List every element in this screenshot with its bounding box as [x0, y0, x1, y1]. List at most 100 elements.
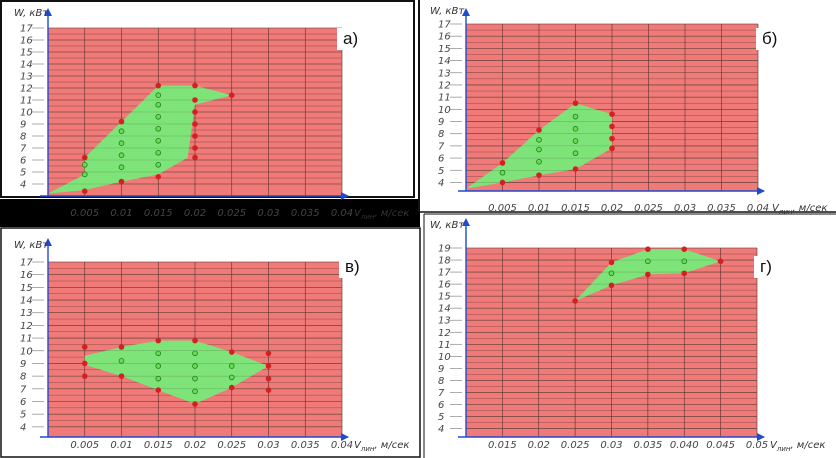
boundary-point: [81, 373, 88, 379]
boundary-point: [118, 373, 125, 379]
inner-point: [536, 137, 542, 143]
inner-point: [572, 150, 579, 157]
boundary-point: [81, 188, 88, 194]
x-axis-arrow-icon: [341, 192, 349, 200]
y-tick-label: 13: [20, 72, 33, 83]
y-tick-label: 4: [438, 178, 444, 189]
x-axis-title-main: V: [770, 440, 778, 451]
y-tick-label: 17: [20, 258, 33, 269]
x-axis-title-sub: лин: [360, 445, 375, 453]
panel-label-bg: [339, 256, 369, 278]
x-tick-label: 0.035: [291, 208, 320, 219]
y-tick-label: 15: [438, 292, 451, 303]
y-tick-label: 9: [20, 359, 26, 370]
y-axis-title: W, кВт: [430, 220, 465, 231]
x-axis-title-sub: лин: [360, 213, 375, 221]
inner-point: [155, 375, 162, 382]
boundary-point: [681, 270, 688, 277]
x-tick-label: 0.015: [144, 440, 173, 451]
inner-point: [192, 363, 198, 369]
y-tick-label: 10: [438, 105, 451, 116]
inner-point: [155, 126, 162, 132]
inner-point: [608, 270, 615, 277]
x-tick-label: 0.025: [561, 440, 590, 451]
x-tick-label: 0.04: [331, 440, 353, 451]
x-tick-label: 0.035: [634, 440, 663, 451]
y-tick-label: 12: [438, 80, 451, 91]
panel-label: б): [762, 29, 777, 48]
y-tick-label: 7: [20, 144, 27, 155]
inner-point: [499, 169, 506, 176]
x-tick-label: 0.005: [488, 203, 517, 214]
boundary-point: [499, 160, 506, 166]
boundary-point: [572, 166, 579, 172]
inner-point: [155, 138, 162, 144]
boundary-point: [155, 82, 162, 89]
panel-label-bg: [756, 28, 786, 50]
y-tick-label: 16: [20, 36, 33, 47]
y-tick-label: 18: [438, 256, 451, 267]
y-tick-label: 15: [20, 283, 33, 294]
x-axis-title: Vлин, м/сек: [354, 440, 409, 453]
inner-point: [155, 114, 162, 120]
separator-bar: [0, 199, 420, 227]
y-tick-label: 7: [438, 141, 445, 152]
inner-point: [192, 375, 198, 382]
y-tick-label: 13: [438, 316, 451, 327]
inner-point: [681, 258, 688, 265]
y-tick-label: 10: [438, 352, 451, 363]
x-axis-arrow-icon: [757, 187, 765, 195]
boundary-point: [536, 127, 542, 133]
inner-point: [118, 128, 125, 135]
y-tick-label: 14: [20, 60, 33, 71]
panel-label-bg: [754, 256, 784, 278]
x-tick-label: 0.02: [528, 440, 550, 451]
inner-point: [155, 350, 162, 357]
y-tick-label: 4: [20, 422, 26, 433]
x-tick-label: 0.04: [747, 203, 769, 214]
y-tick-label: 6: [20, 156, 26, 167]
y-tick-label: 14: [438, 56, 451, 67]
boundary-point: [608, 259, 615, 266]
x-tick-label: 0.035: [291, 440, 320, 451]
x-tick-label: 0.005: [70, 208, 99, 219]
boundary-point: [192, 337, 198, 344]
y-tick-label: 13: [20, 308, 33, 319]
y-tick-label: 17: [20, 24, 33, 35]
boundary-point: [155, 337, 162, 344]
y-tick-label: 11: [438, 340, 451, 351]
panel-label-bg: [337, 28, 367, 50]
x-tick-label: 0.03: [674, 203, 696, 214]
y-tick-label: 5: [438, 166, 444, 177]
panel-label: а): [343, 29, 358, 48]
y-tick-label: 16: [438, 32, 451, 43]
x-tick-label: 0.01: [528, 203, 550, 214]
boundary-point: [81, 360, 88, 367]
x-tick-label: 0.040: [670, 440, 699, 451]
boundary-point: [609, 135, 615, 142]
boundary-point: [609, 111, 615, 118]
inner-point: [536, 158, 542, 165]
y-tick-label: 6: [438, 400, 444, 411]
y-tick-label: 11: [438, 93, 451, 104]
x-tick-label: 0.045: [706, 440, 735, 451]
boundary-point: [265, 350, 272, 357]
inner-point: [228, 374, 235, 381]
inner-point: [155, 162, 162, 168]
boundary-point: [499, 179, 506, 186]
feasible-region: [84, 340, 269, 404]
y-tick-label: 12: [20, 321, 33, 332]
x-tick-label: 0.02: [184, 440, 206, 451]
y-tick-label: 7: [438, 388, 445, 399]
y-axis-arrow-icon: [44, 238, 52, 246]
x-axis-title-sub: лин: [776, 445, 791, 453]
panel-label: г): [760, 257, 772, 276]
inner-point: [118, 358, 125, 364]
y-tick-label: 6: [438, 154, 444, 165]
x-tick-label: 0.005: [70, 440, 99, 451]
y-tick-label: 16: [20, 270, 33, 281]
